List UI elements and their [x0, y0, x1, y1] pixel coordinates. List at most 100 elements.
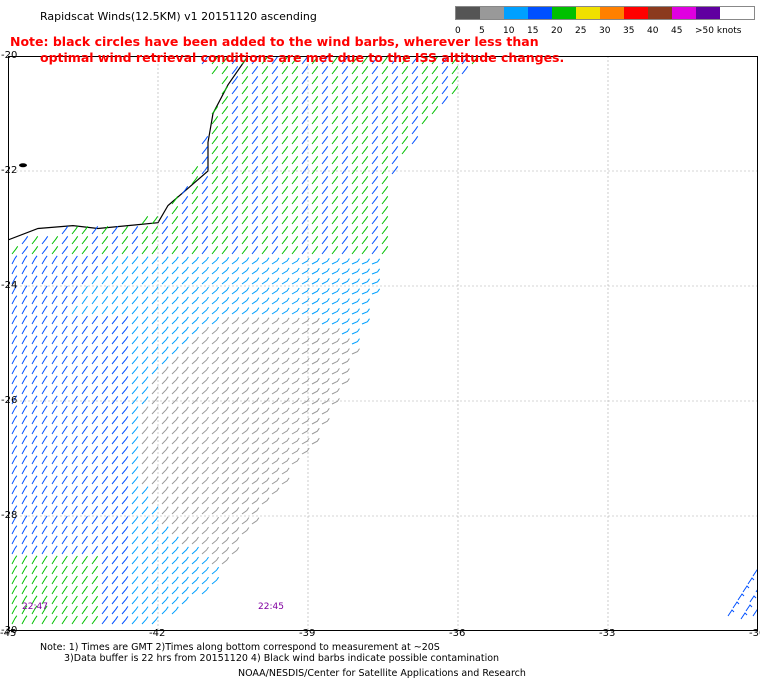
wind-barb — [271, 257, 280, 265]
wind-barb — [421, 56, 429, 65]
wind-barb — [241, 397, 250, 405]
wind-barb — [61, 515, 68, 525]
wind-barb — [201, 546, 209, 555]
legend-label: 45 — [671, 26, 683, 36]
wind-barb — [331, 146, 339, 155]
wind-barb — [181, 196, 189, 205]
wind-barb — [151, 516, 159, 525]
wind-barb — [11, 335, 18, 345]
wind-barb — [171, 546, 179, 555]
wind-barb — [241, 437, 250, 445]
wind-barb — [101, 496, 109, 505]
wind-barb — [211, 256, 220, 265]
wind-barb — [111, 236, 119, 245]
wind-barb — [31, 605, 38, 615]
wind-barb — [21, 605, 28, 615]
wind-barb — [41, 385, 48, 395]
wind-barb — [231, 387, 240, 395]
wind-barb — [231, 86, 239, 95]
wind-barb — [281, 176, 289, 185]
wind-barb — [101, 526, 109, 535]
wind-barb — [301, 96, 309, 105]
wind-barb — [251, 257, 260, 265]
wind-barb — [181, 576, 189, 585]
wind-barb — [221, 357, 230, 365]
legend-swatch — [672, 7, 696, 19]
wind-barb — [341, 278, 350, 285]
wind-barb — [231, 56, 239, 65]
wind-barb — [11, 555, 18, 565]
wind-barb — [71, 515, 78, 525]
wind-barb — [61, 365, 68, 375]
wind-barb — [201, 486, 209, 495]
wind-barb — [41, 425, 48, 435]
wind-barb — [251, 216, 259, 225]
wind-barb — [151, 396, 159, 405]
wind-barb — [41, 465, 48, 475]
wind-barb — [171, 426, 179, 435]
wind-barb — [31, 246, 39, 255]
wind-barb — [251, 487, 260, 495]
wind-barb — [271, 427, 280, 435]
wind-barb — [261, 146, 269, 155]
wind-barb — [301, 106, 309, 115]
wind-barb — [371, 86, 379, 95]
wind-barb — [11, 475, 18, 485]
wind-barb — [181, 186, 189, 195]
wind-barb — [11, 325, 18, 335]
wind-barb — [331, 298, 340, 305]
wind-barb — [411, 66, 419, 75]
wind-barb — [321, 216, 329, 225]
wind-barb — [211, 446, 220, 455]
wind-barb — [371, 156, 379, 165]
wind-barb — [301, 327, 310, 335]
wind-barb — [151, 286, 159, 295]
wind-barb — [21, 236, 29, 245]
wind-barb — [61, 355, 68, 365]
wind-barb — [41, 375, 48, 385]
wind-barb — [31, 295, 38, 305]
wind-barb — [191, 166, 199, 175]
wind-barb — [321, 408, 330, 415]
wind-barb — [291, 337, 300, 345]
wind-barb — [91, 345, 99, 355]
wind-barb — [41, 325, 48, 335]
wind-barb — [301, 246, 309, 255]
wind-barb — [261, 377, 270, 385]
wind-barb — [171, 566, 179, 575]
wind-barb — [161, 226, 169, 235]
wind-barb — [351, 166, 359, 175]
wind-barb — [331, 76, 339, 85]
wind-barb — [71, 265, 78, 275]
wind-barb — [31, 415, 38, 425]
wind-barb — [191, 416, 199, 425]
wind-barb — [211, 276, 220, 285]
wind-barb — [51, 275, 58, 285]
wind-barb — [21, 315, 28, 325]
wind-barb — [201, 386, 209, 395]
wind-barb — [161, 466, 169, 475]
wind-barb — [51, 405, 58, 415]
wind-barb — [121, 326, 129, 335]
wind-barb — [171, 366, 179, 375]
wind-barb — [351, 308, 360, 315]
wind-barb — [111, 296, 119, 305]
wind-barb — [381, 76, 389, 85]
wind-barb — [291, 447, 300, 455]
wind-barb — [121, 546, 129, 555]
wind-barb — [171, 396, 179, 405]
wind-barb — [291, 66, 299, 75]
wind-barb — [91, 595, 99, 605]
wind-barb — [21, 246, 29, 255]
wind-barb — [221, 246, 229, 255]
wind-barb — [341, 86, 349, 95]
wind-barb — [141, 556, 149, 565]
wind-barb — [61, 395, 68, 405]
wind-barb — [291, 307, 300, 315]
wind-barb — [251, 337, 260, 345]
wind-barb — [71, 565, 78, 575]
wind-barb — [81, 285, 88, 295]
wind-barb — [201, 336, 209, 345]
wind-map[interactable]: 22:47 22:45 — [8, 56, 758, 631]
wind-barb — [91, 385, 99, 395]
